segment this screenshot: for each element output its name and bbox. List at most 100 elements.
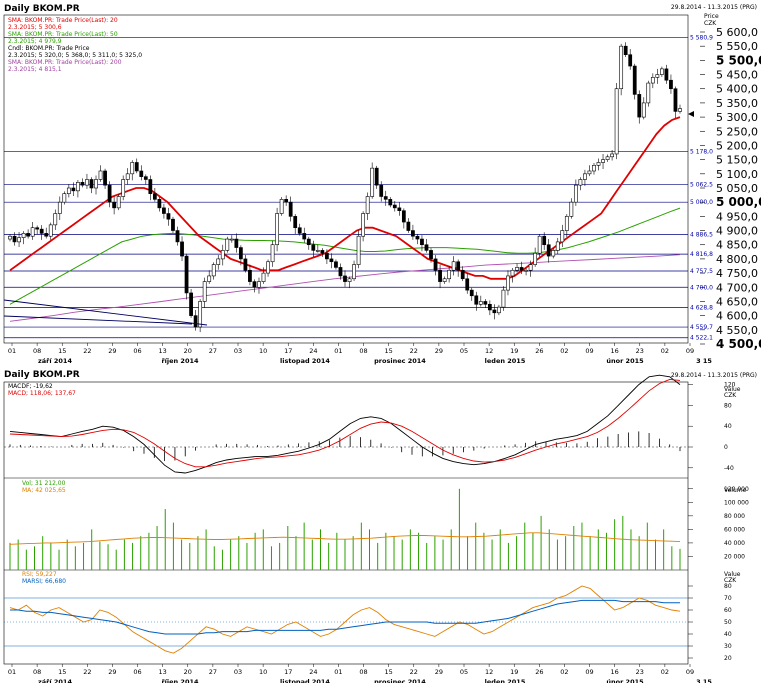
legend-sma50-name: SMA: BKOM.PR: Trade Price(Last): 50 bbox=[8, 31, 118, 38]
candle-body bbox=[302, 233, 307, 240]
candle-body bbox=[392, 204, 397, 209]
candle-body bbox=[542, 235, 547, 246]
candle-body bbox=[130, 162, 135, 175]
day-tick-label: 23 bbox=[636, 668, 644, 676]
candle-body bbox=[537, 235, 542, 254]
candle-body bbox=[288, 201, 293, 217]
candle-body bbox=[583, 173, 587, 180]
price-tick-label: 4 850,0 bbox=[716, 239, 758, 252]
macd-axis: 120 80 40 0 -40 bbox=[688, 382, 736, 472]
day-tick-label: 13 bbox=[159, 668, 167, 676]
candle-body bbox=[71, 187, 76, 192]
candle-body bbox=[650, 77, 655, 84]
candle-body bbox=[229, 238, 234, 241]
rsi-axis-currency: CZK bbox=[724, 577, 737, 584]
level-label: 4 816,8 bbox=[690, 251, 713, 258]
day-tick-label: 01 bbox=[334, 347, 342, 355]
candle-body bbox=[564, 216, 569, 231]
day-tick-label: 08 bbox=[33, 347, 41, 355]
candle-body bbox=[451, 261, 456, 271]
day-tick-label: 23 bbox=[636, 347, 644, 355]
candle-body bbox=[533, 252, 538, 265]
candle-body bbox=[85, 179, 89, 186]
candle-body bbox=[442, 278, 447, 282]
volume-panel bbox=[9, 488, 681, 570]
main-date-range: 29.8.2014 - 11.3.2015 (PRG) bbox=[671, 4, 757, 11]
candle-body bbox=[383, 196, 388, 200]
candle-body bbox=[555, 241, 560, 251]
main-title: Daily BKOM.PR bbox=[4, 4, 80, 14]
rsi-tick-label: 50 bbox=[724, 619, 732, 626]
macd-tick-label: 80 bbox=[724, 402, 732, 409]
candle-body bbox=[48, 224, 53, 237]
volume-tick-label: 20 000 bbox=[724, 553, 745, 560]
candle-body bbox=[171, 218, 175, 231]
candle-body bbox=[610, 153, 614, 158]
candle-body bbox=[655, 74, 660, 78]
day-tick-label: 13 bbox=[159, 347, 167, 355]
candle-body bbox=[596, 162, 601, 166]
candle-body bbox=[528, 264, 533, 271]
candle-body bbox=[501, 289, 506, 308]
day-tick-label: 10 bbox=[259, 668, 267, 676]
month-label: září 2014 bbox=[38, 357, 72, 365]
month-label: prosinec 2014 bbox=[374, 357, 426, 365]
candle-body bbox=[257, 281, 261, 288]
candle-body bbox=[211, 264, 216, 277]
candle-body bbox=[483, 301, 488, 305]
price-tick-label: 5 350,0 bbox=[716, 97, 758, 110]
sma50-line bbox=[9, 207, 681, 305]
candle-body bbox=[465, 278, 470, 291]
price-tick-label: 5 550,0 bbox=[716, 40, 758, 53]
volume-tick-label: 80 000 bbox=[724, 513, 745, 520]
sub-date-range: 29.8.2014 - 11.3.2015 (PRG) bbox=[671, 372, 757, 379]
rsi-tick-label: 60 bbox=[724, 607, 732, 614]
month-label: říjen 2014 bbox=[161, 678, 199, 683]
candle-body bbox=[216, 258, 221, 265]
day-tick-label: 24 bbox=[309, 668, 317, 676]
candle-body bbox=[601, 159, 605, 163]
candle-body bbox=[12, 235, 17, 243]
price-tick-label: 5 200,0 bbox=[716, 139, 758, 152]
candle-body bbox=[116, 196, 121, 209]
candle-body bbox=[623, 45, 628, 55]
rsi-axis-unit: Value bbox=[724, 571, 741, 578]
sub-plot-frame bbox=[3, 381, 689, 665]
candle-body bbox=[320, 250, 325, 254]
volume-axis-unit: Volume bbox=[724, 487, 747, 494]
candle-body bbox=[30, 227, 35, 237]
candle-body bbox=[460, 269, 465, 280]
day-tick-label: 12 bbox=[485, 347, 493, 355]
legend-sma200-value: 2.3.2015; 4 815,1 bbox=[8, 66, 62, 73]
candle-body bbox=[143, 176, 148, 180]
day-tick-label: 12 bbox=[485, 668, 493, 676]
candle-body bbox=[578, 179, 583, 186]
day-tick-label: 09 bbox=[585, 668, 593, 676]
candle-body bbox=[569, 201, 574, 217]
day-tick-label: 01 bbox=[334, 668, 342, 676]
candle-body bbox=[248, 269, 252, 282]
candle-body bbox=[546, 244, 551, 257]
candle-body bbox=[89, 179, 94, 189]
candle-body bbox=[220, 250, 225, 260]
candle-body bbox=[198, 301, 203, 328]
moving-averages bbox=[9, 116, 681, 322]
rsi-panel bbox=[4, 585, 688, 654]
price-tick-label: 4 500,0 bbox=[716, 337, 761, 351]
candle-body bbox=[447, 269, 452, 280]
day-tick-label: 16 bbox=[611, 668, 619, 676]
price-tick-label: 4 600,0 bbox=[716, 310, 758, 323]
macd-tick-label: 40 bbox=[724, 423, 732, 430]
candle-body bbox=[148, 179, 153, 194]
price-tick-label: 4 650,0 bbox=[716, 295, 758, 308]
rsi-tick-label: 30 bbox=[724, 643, 732, 650]
candle-body bbox=[478, 301, 483, 305]
candle-body bbox=[44, 233, 49, 237]
trend-line-down bbox=[3, 299, 208, 326]
trend-line-low bbox=[3, 315, 193, 325]
sma200-line bbox=[9, 254, 681, 322]
day-tick-label: 01 bbox=[8, 347, 16, 355]
level-label: 4 700,0 bbox=[690, 284, 713, 291]
candle-body bbox=[315, 250, 320, 252]
